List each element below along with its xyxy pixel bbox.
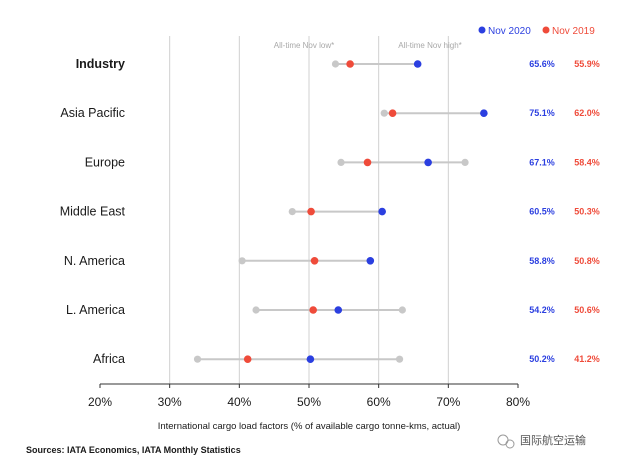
nov2020-point — [424, 158, 432, 167]
x-tick-label: 20% — [88, 395, 112, 409]
legend-label-nov2020: Nov 2020 — [488, 26, 531, 37]
region-label: N. America — [64, 254, 125, 268]
nov2019-value-label: 55.9% — [574, 59, 600, 69]
all-time-low-marker — [288, 208, 296, 216]
source-note: Sources: IATA Economics, IATA Monthly St… — [26, 445, 241, 455]
x-tick-label: 80% — [506, 395, 530, 409]
legend: Nov 2020 Nov 2019 — [478, 26, 595, 37]
nov2020-point — [378, 207, 386, 216]
region-label: Africa — [93, 352, 125, 366]
region-label: Europe — [85, 155, 125, 169]
x-tick-label: 40% — [227, 395, 251, 409]
nov2019-value-label: 41.2% — [574, 354, 600, 364]
nov2019-point — [310, 257, 319, 265]
nov2019-value-label: 58.4% — [574, 157, 600, 167]
watermark: 国际航空运输 — [497, 433, 586, 449]
wechat-icon-secondary — [505, 439, 515, 449]
nov2020-value-label: 67.1% — [529, 157, 555, 167]
row-africa: Africa 50.2% 41.2% — [93, 352, 600, 366]
nov2020-value-label: 75.1% — [529, 108, 555, 118]
nov2020-value-label: 65.6% — [529, 59, 555, 69]
nov2019-value-label: 50.8% — [574, 256, 600, 266]
nov2020-point — [366, 257, 375, 265]
nov2020-point — [413, 60, 422, 68]
nov2020-point — [306, 355, 315, 364]
region-label: Industry — [76, 57, 125, 71]
all-time-low-marker — [238, 257, 246, 265]
watermark-text: 国际航空运输 — [520, 433, 586, 447]
nov2019-value-label: 50.6% — [574, 305, 600, 315]
nov2020-point — [480, 109, 488, 117]
row-asia-pacific: Asia Pacific 75.1% 62.0% — [60, 106, 599, 120]
all-time-high-marker — [398, 306, 406, 314]
x-axis: 20% 30% 40% 50% 60% 70% 80% — [88, 383, 530, 409]
region-label: Asia Pacific — [60, 106, 125, 120]
nov2019-point — [388, 109, 397, 117]
x-axis-label: International cargo load factors (% of a… — [158, 421, 461, 432]
all-time-low-marker — [252, 306, 260, 314]
legend-marker-nov2020 — [478, 26, 486, 34]
annotation-all-time-low: All-time Nov low* — [274, 41, 334, 50]
row-l-america: L. America 54.2% 50.6% — [66, 303, 600, 317]
all-time-high-marker — [461, 158, 469, 166]
region-label: L. America — [66, 303, 125, 317]
legend-label-nov2019: Nov 2019 — [552, 26, 595, 37]
x-tick-label: 70% — [436, 395, 460, 409]
x-tick-label: 50% — [297, 395, 321, 409]
nov2019-value-label: 50.3% — [574, 207, 600, 217]
x-tick-label: 60% — [367, 395, 391, 409]
nov2019-point — [363, 158, 372, 167]
data-rows: Industry 65.6% 55.9% Asia Pacific 75.1% 62.0%… — [60, 57, 600, 366]
nov2020-point — [334, 306, 343, 314]
nov2019-point — [243, 355, 252, 364]
all-time-low-marker — [380, 109, 388, 117]
nov2019-value-label: 62.0% — [574, 108, 600, 118]
row-industry: Industry 65.6% 55.9% — [76, 57, 600, 71]
all-time-low-marker — [193, 355, 202, 363]
all-time-high-marker — [395, 355, 404, 363]
annotation-all-time-high: All-time Nov high* — [398, 41, 462, 50]
legend-marker-nov2019 — [542, 26, 550, 34]
row-middle-east: Middle East 60.5% 50.3% — [60, 205, 600, 219]
nov2020-value-label: 60.5% — [529, 207, 555, 217]
x-tick-label: 30% — [158, 395, 182, 409]
nov2020-value-label: 58.8% — [529, 256, 555, 266]
all-time-low-marker — [337, 158, 345, 166]
row-europe: Europe 67.1% 58.4% — [85, 155, 600, 169]
all-time-low-marker — [331, 60, 340, 68]
nov2020-value-label: 54.2% — [529, 305, 555, 315]
nov2019-point — [346, 60, 354, 68]
region-label: Middle East — [60, 205, 126, 219]
row-n-america: N. America 58.8% 50.8% — [64, 254, 600, 268]
nov2019-point — [309, 306, 317, 314]
nov2020-value-label: 50.2% — [529, 354, 555, 364]
nov2019-point — [307, 207, 315, 216]
